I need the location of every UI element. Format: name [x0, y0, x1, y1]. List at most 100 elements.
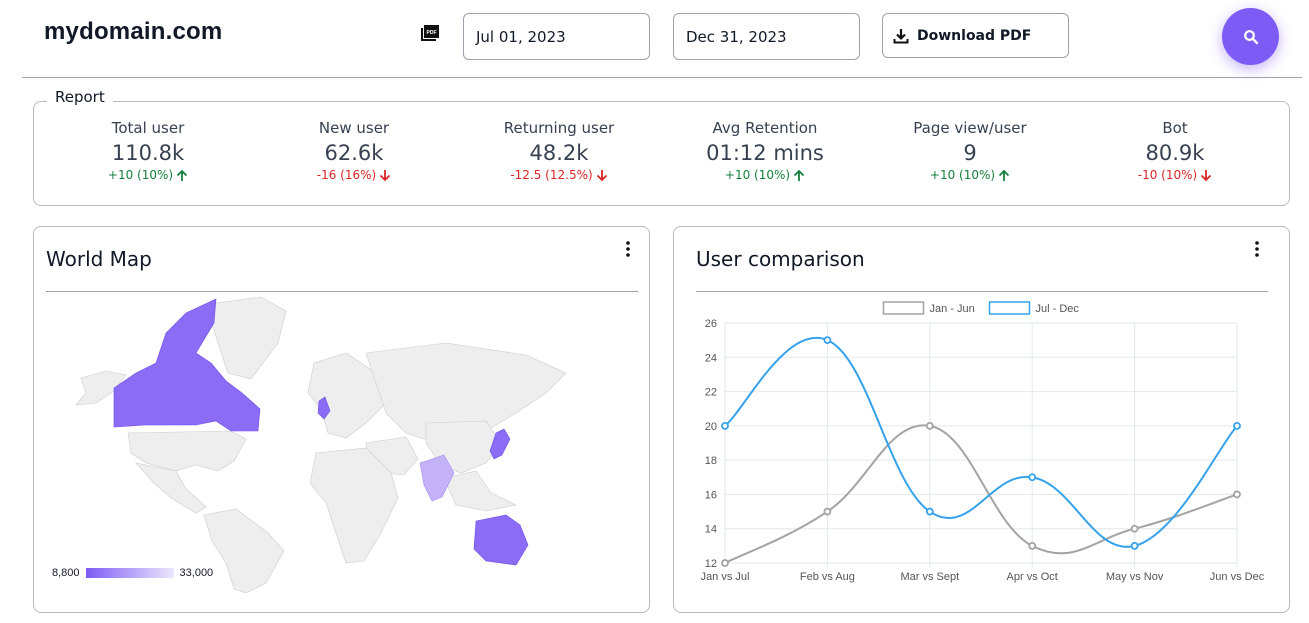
stat-label: Bot: [1162, 119, 1188, 137]
stat-value: 9: [963, 141, 977, 165]
stat-new-user: New user 62.6k -16 (16%): [254, 119, 454, 182]
y-tick-label: 16: [705, 489, 717, 501]
user-comparison-card: User comparison 12 14 16 18 20 22 24 26 Jan vs J…: [673, 226, 1290, 613]
region-uk: [317, 396, 331, 420]
stat-change: +10 (10%): [870, 168, 1070, 182]
region-australia: [473, 514, 529, 566]
data-point: [1233, 421, 1241, 430]
legend-label: Jan - Jun: [930, 303, 975, 315]
data-point: [823, 507, 832, 516]
legend-label: Jul - Dec: [1036, 303, 1080, 315]
stat-total-user: Total user 110.8k +10 (10%): [48, 119, 248, 182]
card-divider: [696, 291, 1268, 292]
stat-bot: Bot 80.9k -10 (10%): [1075, 119, 1275, 182]
download-pdf-label: Download PDF: [917, 27, 1032, 44]
pdf-icon[interactable]: PDF: [421, 25, 439, 41]
stat-label: New user: [318, 119, 390, 137]
y-tick-label: 24: [705, 352, 717, 364]
data-point: [1130, 524, 1139, 533]
y-tick-label: 18: [705, 455, 717, 467]
stat-change-text: -10 (10%): [1137, 168, 1198, 182]
report-panel: [33, 101, 1290, 206]
stat-change-text: +10 (10%): [929, 168, 996, 182]
more-vert-icon[interactable]: [623, 239, 633, 259]
download-pdf-button[interactable]: Download PDF: [882, 13, 1069, 58]
stat-returning-user: Returning user 48.2k -12.5 (12.5%): [459, 119, 659, 182]
data-point: [925, 421, 934, 430]
data-point: [1233, 490, 1241, 499]
data-point: [721, 559, 729, 567]
x-tick-label: Jan vs Jul: [701, 571, 750, 583]
scale-max-label: 33,000: [179, 567, 214, 579]
y-tick-label: 20: [705, 421, 717, 433]
arrow-up-icon: [998, 169, 1010, 181]
y-tick-label: 12: [705, 558, 717, 570]
data-point: [1028, 541, 1037, 550]
x-tick-label: Feb vs Aug: [800, 571, 855, 583]
stat-page-view-per-user: Page view/user 9 +10 (10%): [870, 119, 1070, 182]
search-button[interactable]: [1222, 8, 1279, 65]
data-point: [1028, 473, 1037, 482]
stat-change-text: +10 (10%): [107, 168, 174, 182]
stat-change: +10 (10%): [665, 168, 865, 182]
stat-change: +10 (10%): [48, 168, 248, 182]
map-color-scale: 8,800 33,000: [52, 567, 213, 579]
stat-value: 48.2k: [529, 141, 589, 165]
scale-gradient-bar: [85, 568, 174, 578]
legend-swatch: [988, 301, 1031, 315]
start-date-input[interactable]: Jul 01, 2023: [463, 13, 650, 60]
y-tick-label: 22: [705, 387, 717, 399]
legend-swatch: [882, 301, 925, 315]
search-icon: [1243, 29, 1258, 44]
scale-min-label: 8,800: [52, 567, 80, 579]
map-countries-default: [75, 296, 567, 593]
stat-avg-retention: Avg Retention 01:12 mins +10 (10%): [665, 119, 865, 182]
x-tick-label: Apr vs Oct: [1007, 571, 1058, 583]
stat-change: -12.5 (12.5%): [459, 168, 659, 182]
user-comparison-title: User comparison: [696, 247, 865, 271]
data-point: [721, 421, 729, 430]
region-canada: [113, 298, 261, 432]
site-logo: mydomain.com: [44, 18, 223, 45]
map-countries-highlight: [113, 298, 529, 566]
x-tick-label: Jun vs Dec: [1210, 571, 1265, 583]
stat-change-text: -12.5 (12.5%): [510, 168, 593, 182]
region-japan: [489, 428, 511, 460]
stat-value: 01:12 mins: [706, 141, 824, 165]
stat-value: 80.9k: [1145, 141, 1205, 165]
stat-value: 110.8k: [111, 141, 185, 165]
world-map[interactable]: [46, 293, 586, 593]
arrow-down-icon: [1201, 169, 1212, 181]
arrow-down-icon: [596, 169, 607, 181]
map-countries-medium: [419, 454, 455, 502]
data-point: [1130, 541, 1139, 550]
report-legend: Report: [47, 88, 113, 106]
region-india: [419, 454, 455, 502]
stat-label: Total user: [111, 119, 185, 137]
stat-change-text: -16 (16%): [316, 168, 377, 182]
stat-change: -16 (16%): [254, 168, 454, 182]
more-vert-icon[interactable]: [1252, 239, 1262, 259]
user-comparison-chart[interactable]: 12 14 16 18 20 22 24 26 Jan vs Jul Feb vs Aug Mar …: [674, 293, 1289, 613]
stat-label: Page view/user: [913, 119, 1027, 137]
y-tick-label: 14: [705, 524, 717, 536]
data-point: [823, 336, 832, 345]
y-tick-label: 26: [705, 318, 717, 330]
arrow-up-icon: [793, 169, 805, 181]
arrow-down-icon: [380, 169, 391, 181]
svg-text:PDF: PDF: [427, 30, 437, 36]
series-line-2: [724, 336, 1238, 548]
x-tick-label: May vs Nov: [1106, 571, 1164, 583]
stat-label: Returning user: [503, 119, 615, 137]
end-date-input[interactable]: Dec 31, 2023: [673, 13, 860, 60]
card-divider: [46, 291, 638, 292]
stat-change-text: +10 (10%): [724, 168, 791, 182]
world-map-card: World Map: [33, 226, 650, 613]
download-icon: [893, 28, 909, 43]
world-map-title: World Map: [46, 247, 152, 271]
stat-label: Avg Retention: [712, 119, 818, 137]
x-tick-label: Mar vs Sept: [900, 571, 959, 583]
header-divider: [22, 77, 1302, 78]
arrow-up-icon: [176, 169, 188, 181]
data-point: [925, 507, 934, 516]
